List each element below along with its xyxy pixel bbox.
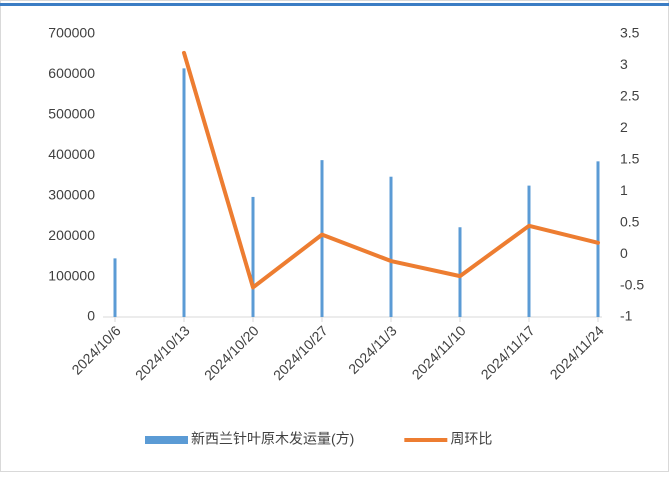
y-tick-label: 200000 bbox=[48, 227, 95, 243]
y2-tick-label: 1.5 bbox=[620, 150, 640, 166]
y2-tick-label: -1 bbox=[620, 308, 633, 324]
y-tick-label: 0 bbox=[87, 308, 95, 324]
y2-tick-label: 2.5 bbox=[620, 88, 640, 104]
y2-tick-label: 3 bbox=[620, 56, 628, 72]
bar bbox=[389, 176, 393, 317]
y2-tick-label: 0 bbox=[620, 245, 628, 261]
y2-tick-label: 3.5 bbox=[620, 25, 640, 41]
bar bbox=[596, 161, 600, 317]
bar bbox=[182, 68, 186, 317]
y-tick-label: 300000 bbox=[48, 186, 95, 202]
bar bbox=[320, 160, 324, 317]
bar bbox=[113, 258, 117, 317]
bar bbox=[458, 227, 462, 317]
y-tick-label: 500000 bbox=[48, 106, 95, 122]
legend-swatch bbox=[145, 436, 188, 444]
y-tick-label: 100000 bbox=[48, 267, 95, 283]
line bbox=[182, 50, 600, 290]
y-tick-label: 700000 bbox=[48, 25, 95, 41]
top-bar bbox=[0, 3, 669, 6]
y2-tick-label: 0.5 bbox=[620, 213, 640, 229]
y2-tick-label: 2 bbox=[620, 119, 628, 135]
legend-label: 新西兰针叶原木发运量(方) bbox=[191, 431, 354, 447]
y-tick-label: 400000 bbox=[48, 146, 95, 162]
bar bbox=[527, 185, 531, 317]
bar bbox=[251, 196, 255, 317]
y2-tick-label: 1 bbox=[620, 182, 628, 198]
y-tick-label: 600000 bbox=[48, 65, 95, 81]
legend-label: 周环比 bbox=[450, 431, 492, 447]
y2-tick-label: -0.5 bbox=[620, 276, 644, 292]
